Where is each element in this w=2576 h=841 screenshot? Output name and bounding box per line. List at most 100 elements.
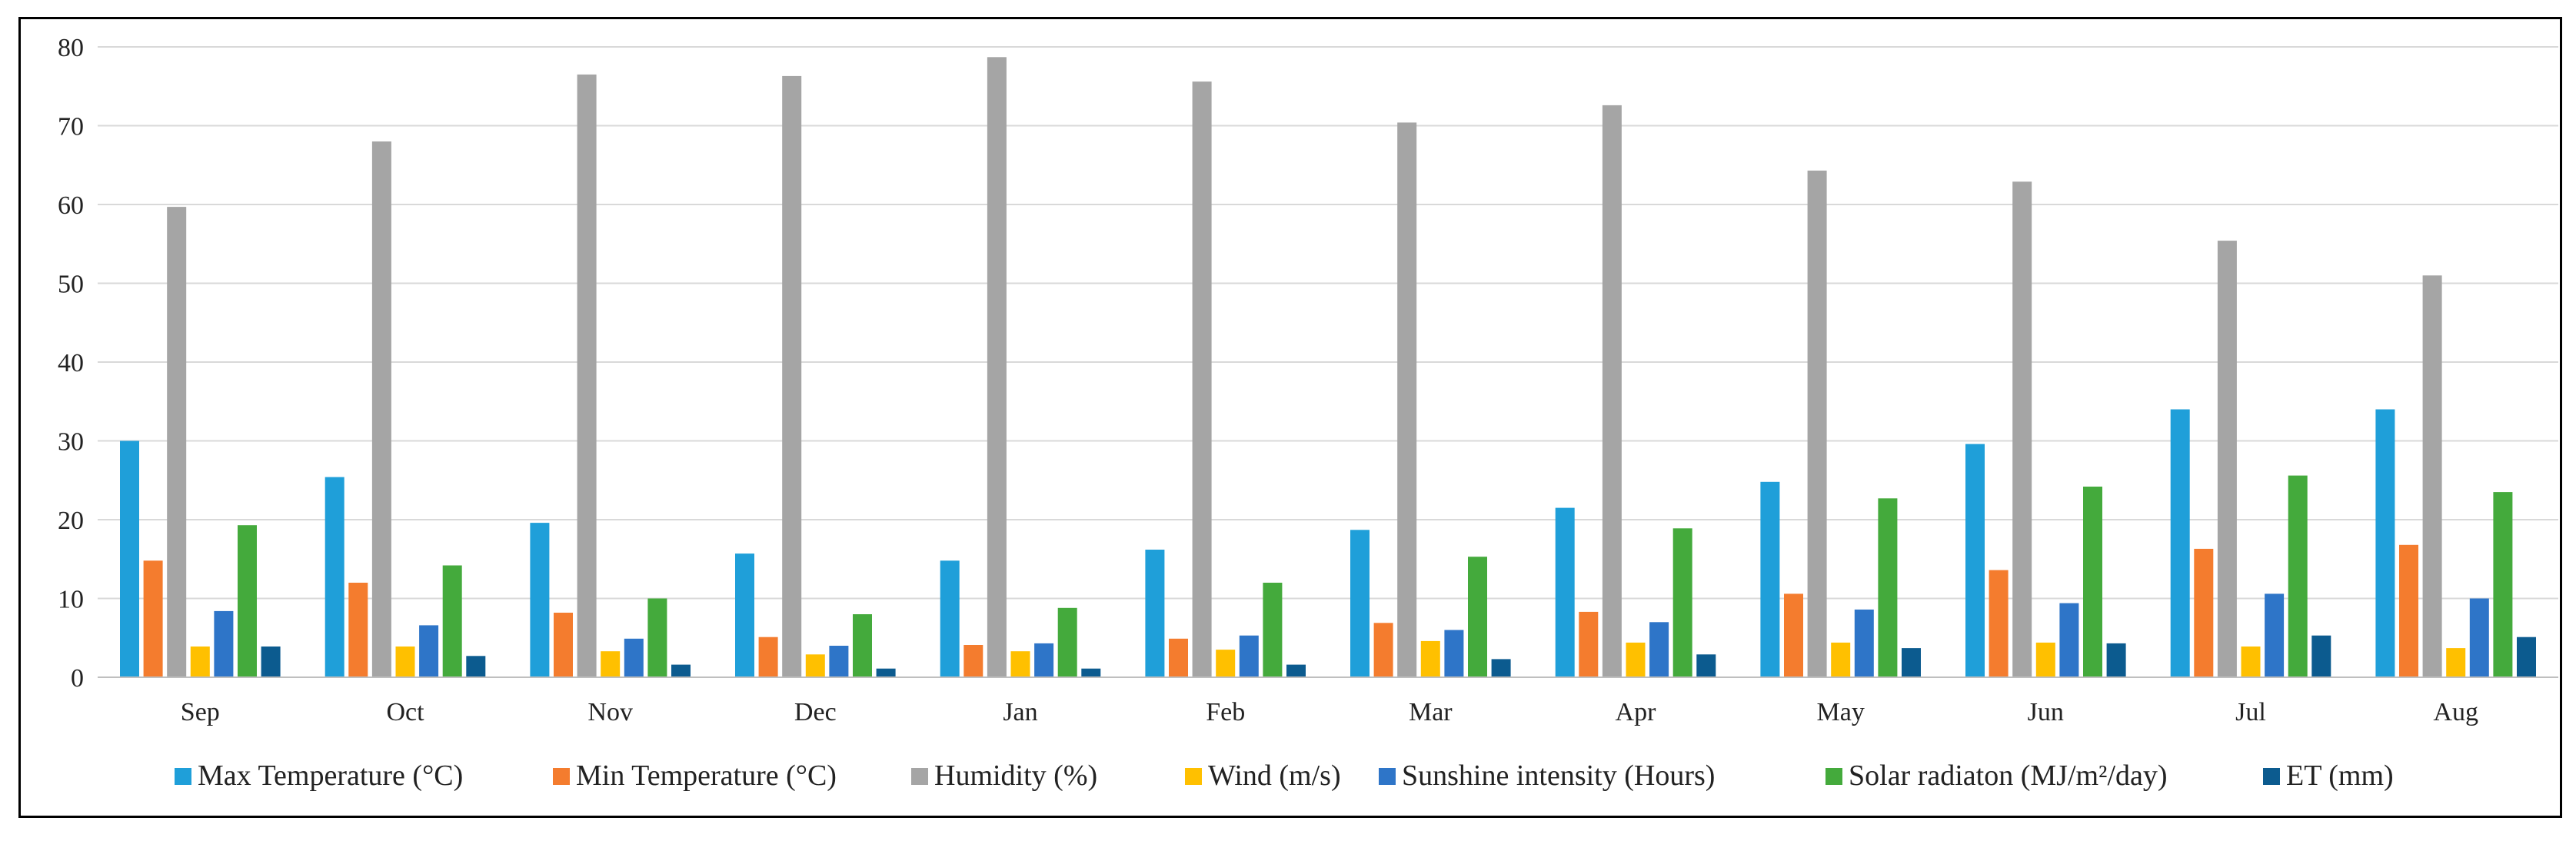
- bar-apr-series-5: [1649, 622, 1669, 678]
- legend-label-7: ET (mm): [2286, 760, 2394, 792]
- legend-swatch-1: [175, 768, 191, 785]
- x-tick-label: Sep: [181, 698, 220, 726]
- bar-may-series-5: [1854, 609, 1874, 677]
- y-tick-label: 30: [58, 428, 84, 457]
- bar-apr-series-4: [1626, 642, 1646, 677]
- bar-may-series-2: [1784, 593, 1803, 677]
- x-tick-label: Dec: [794, 698, 837, 726]
- bar-feb-series-4: [1216, 650, 1236, 677]
- bar-aug-series-1: [2375, 409, 2395, 677]
- bar-feb-series-1: [1145, 550, 1165, 677]
- bar-jan-series-2: [964, 645, 983, 677]
- bar-nov-series-6: [647, 598, 667, 677]
- bar-nov-series-3: [577, 74, 597, 677]
- bar-mar-series-3: [1397, 122, 1417, 677]
- bar-may-series-6: [1878, 498, 1898, 677]
- bar-aug-series-5: [2469, 598, 2489, 677]
- x-tick-label: Mar: [1409, 698, 1453, 726]
- legend-swatch-5: [1379, 768, 1396, 785]
- y-tick-label: 50: [58, 271, 84, 299]
- bar-jan-series-1: [940, 560, 960, 677]
- bar-mar-series-1: [1350, 530, 1370, 677]
- bar-jun-series-4: [2035, 642, 2055, 677]
- legend-label-6: Solar radiaton (MJ/m²/day): [1849, 760, 2168, 792]
- y-axis-ticks: 0 10 20 30 40 50 60 70 80: [58, 34, 84, 693]
- bar-oct-series-6: [442, 565, 462, 677]
- bar-apr-series-1: [1555, 507, 1575, 677]
- bar-mar-series-2: [1373, 623, 1393, 677]
- bar-jul-series-1: [2170, 409, 2190, 677]
- bar-mar-series-5: [1444, 630, 1464, 677]
- x-tick-label: Oct: [386, 698, 424, 726]
- bar-jul-series-6: [2288, 475, 2308, 677]
- bar-jun-series-6: [2083, 487, 2102, 677]
- legend-swatch-7: [2263, 768, 2280, 785]
- x-tick-label: Feb: [1206, 698, 1245, 726]
- bar-jul-series-7: [2311, 635, 2331, 677]
- bar-sep-series-4: [190, 647, 210, 677]
- bar-oct-series-3: [371, 141, 391, 677]
- bar-oct-series-4: [395, 647, 415, 677]
- y-tick-label: 70: [58, 113, 84, 141]
- legend-label-3: Humidity (%): [934, 760, 1097, 792]
- bar-feb-series-6: [1263, 583, 1283, 677]
- bar-apr-series-6: [1672, 528, 1692, 677]
- bar-aug-series-2: [2399, 544, 2418, 677]
- x-tick-label: Nov: [587, 698, 633, 726]
- legend: Max Temperature (°C) Min Temperature (°C)…: [175, 760, 2394, 792]
- bar-jan-series-4: [1010, 651, 1030, 677]
- bar-oct-series-2: [348, 583, 368, 677]
- x-tick-label: Aug: [2433, 698, 2478, 726]
- bar-nov-series-5: [624, 638, 644, 677]
- bar-sep-series-6: [238, 525, 257, 677]
- bar-jun-series-2: [1989, 570, 2009, 677]
- bar-feb-series-2: [1169, 638, 1188, 677]
- bar-feb-series-7: [1286, 664, 1306, 677]
- bar-jan-series-6: [1057, 607, 1077, 677]
- bar-mar-series-4: [1420, 640, 1440, 677]
- x-tick-label: Apr: [1616, 698, 1657, 726]
- legend-swatch-4: [1185, 768, 1202, 785]
- bar-jul-series-3: [2217, 241, 2237, 678]
- bar-jun-series-5: [2059, 603, 2079, 677]
- bar-apr-series-7: [1696, 654, 1716, 677]
- y-tick-label: 40: [58, 349, 84, 377]
- x-axis-ticks: Sep Oct Nov Dec Jan Feb Mar Apr May Jun Jul Aug: [181, 698, 2478, 726]
- bars: [120, 57, 2536, 678]
- bar-nov-series-7: [671, 664, 691, 677]
- bar-oct-series-5: [419, 625, 439, 677]
- bar-sep-series-7: [261, 647, 281, 677]
- y-tick-label: 60: [58, 191, 84, 220]
- bar-dec-series-6: [853, 614, 872, 677]
- bar-aug-series-4: [2446, 648, 2466, 677]
- legend-swatch-2: [553, 768, 570, 785]
- legend-label-1: Max Temperature (°C): [198, 760, 463, 792]
- bar-may-series-7: [1902, 648, 1921, 677]
- x-tick-label: Jan: [1003, 698, 1037, 726]
- legend-swatch-6: [1825, 768, 1842, 785]
- bar-jun-series-3: [2012, 181, 2032, 678]
- bar-feb-series-3: [1192, 81, 1212, 678]
- y-tick-label: 10: [58, 586, 84, 614]
- bar-dec-series-4: [805, 654, 825, 677]
- bar-feb-series-5: [1239, 635, 1259, 677]
- bar-aug-series-3: [2422, 275, 2442, 678]
- y-tick-label: 20: [58, 507, 84, 535]
- grouped-bar-chart: 0 10 20 30 40 50 60 70 80 Sep Oct Nov Dec Jan Feb Mar A…: [58, 34, 2558, 792]
- bar-nov-series-1: [530, 523, 550, 677]
- bar-aug-series-6: [2493, 492, 2513, 677]
- bar-jan-series-5: [1034, 643, 1054, 677]
- y-tick-label: 80: [58, 34, 84, 62]
- bar-may-series-4: [1831, 642, 1851, 677]
- bar-sep-series-5: [214, 610, 234, 677]
- legend-label-4: Wind (m/s): [1208, 760, 1341, 792]
- x-tick-label: May: [1817, 698, 1865, 726]
- bar-jun-series-1: [1965, 444, 1985, 677]
- x-tick-label: Jun: [2028, 698, 2064, 726]
- bar-dec-series-7: [876, 668, 896, 677]
- bar-dec-series-3: [782, 75, 802, 677]
- bar-dec-series-5: [829, 646, 849, 677]
- bar-apr-series-3: [1602, 105, 1622, 677]
- bar-jul-series-4: [2241, 647, 2261, 677]
- bar-dec-series-2: [758, 637, 778, 677]
